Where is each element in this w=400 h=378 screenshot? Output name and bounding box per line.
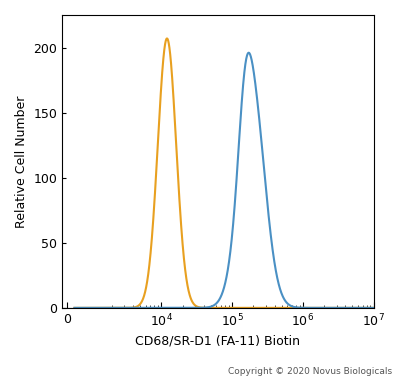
X-axis label: CD68/SR-D1 (FA-11) Biotin: CD68/SR-D1 (FA-11) Biotin [136, 335, 300, 348]
Y-axis label: Relative Cell Number: Relative Cell Number [15, 95, 28, 228]
Text: Copyright © 2020 Novus Biologicals: Copyright © 2020 Novus Biologicals [228, 367, 392, 376]
